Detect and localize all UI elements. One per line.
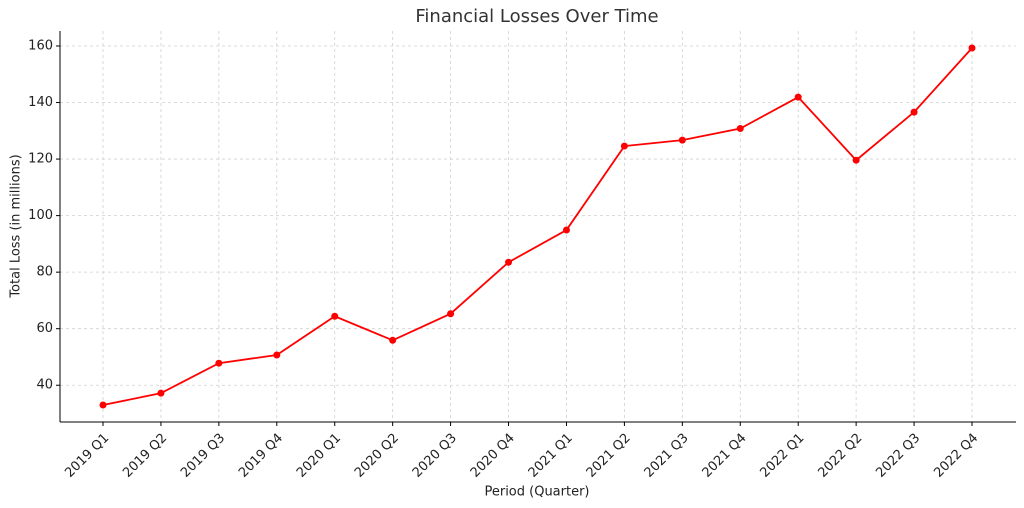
point xyxy=(389,336,397,344)
y-tick-label: 60 xyxy=(36,321,53,336)
line xyxy=(102,47,973,406)
point xyxy=(157,389,165,397)
point xyxy=(678,136,686,144)
point xyxy=(273,351,281,359)
y-tick-label: 40 xyxy=(36,378,53,393)
y-tick-label: 80 xyxy=(36,265,53,280)
point xyxy=(852,156,860,164)
point xyxy=(736,125,744,133)
y-axis-label: Total Loss (in millions) xyxy=(9,154,24,298)
point xyxy=(215,359,223,367)
chart-title: Financial Losses Over Time xyxy=(415,6,658,27)
point xyxy=(968,44,976,52)
y-tick-label: 120 xyxy=(28,152,53,167)
y-tick-label: 160 xyxy=(28,38,53,53)
x-axis-label: Period (Quarter) xyxy=(484,485,589,500)
point xyxy=(505,258,513,266)
y-tick-label: 100 xyxy=(28,208,53,223)
y-tick-label: 140 xyxy=(28,95,53,110)
point xyxy=(620,142,628,150)
point xyxy=(447,310,455,318)
point xyxy=(99,401,107,409)
point xyxy=(331,312,339,320)
point xyxy=(794,93,802,101)
point xyxy=(562,226,570,234)
point xyxy=(910,108,918,116)
